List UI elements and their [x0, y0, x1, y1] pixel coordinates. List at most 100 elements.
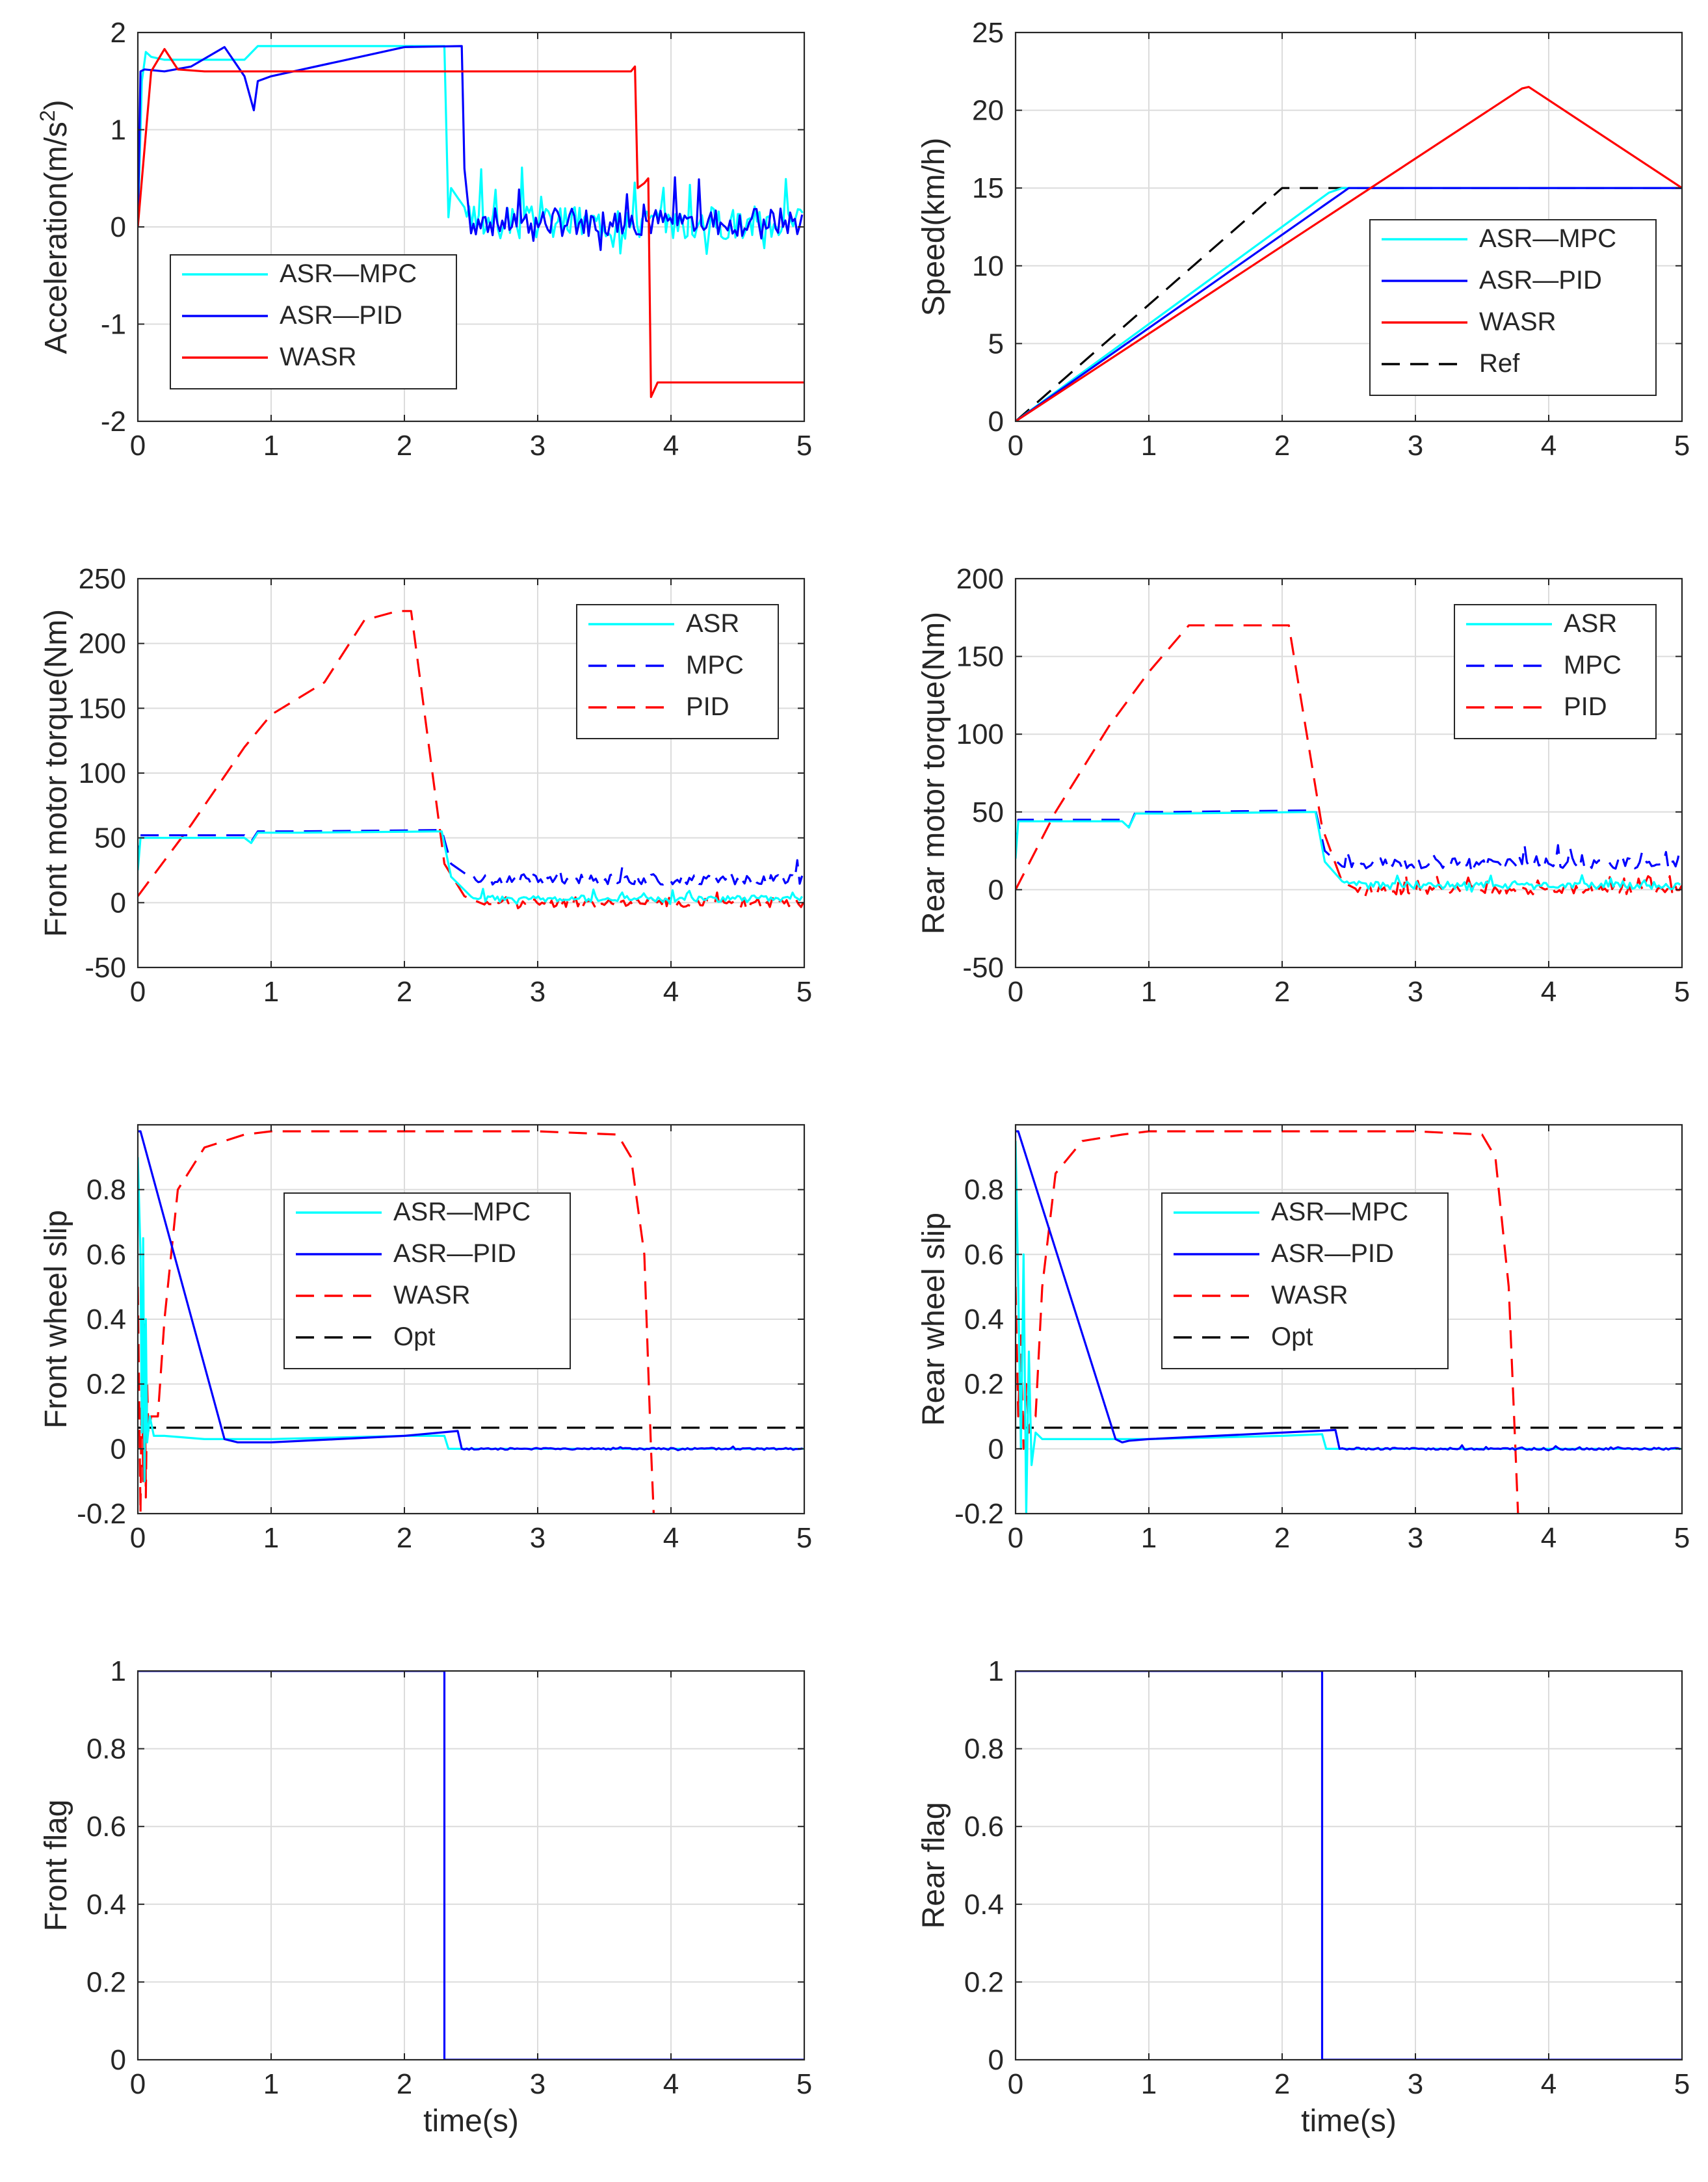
series-line-asr — [1016, 811, 1681, 893]
tick-label-x: 1 — [1141, 976, 1157, 1008]
x-axis-label: time(s) — [1301, 2104, 1397, 2138]
legend-box — [1369, 219, 1657, 396]
tick-label-x: 3 — [530, 430, 545, 462]
series-line-asrmpc — [1016, 1140, 1682, 1514]
tick-label-x: 5 — [1674, 430, 1690, 462]
tick-label-y: 200 — [956, 563, 1004, 595]
tick-label-x: 2 — [1274, 976, 1290, 1008]
y-axis-label: Rear motor torque(Nm) — [917, 612, 951, 934]
tick-label-x: 3 — [530, 976, 545, 1008]
axes-box — [1014, 1670, 1683, 2061]
series-group — [1016, 1671, 1682, 2060]
tick-label-x: 2 — [397, 1522, 412, 1554]
series-line-wasr — [1016, 1130, 1519, 1514]
legend-label: WASR — [280, 343, 357, 371]
tick-label-y: 50 — [94, 822, 126, 854]
tick-label-y: -50 — [962, 952, 1004, 984]
tick-label-x: 5 — [1674, 2068, 1690, 2100]
tick-label-x: 2 — [1274, 1522, 1290, 1554]
tick-label-y: 0 — [988, 1433, 1004, 1465]
axes-box — [1014, 31, 1683, 423]
tick-label-y: 100 — [956, 718, 1004, 750]
tick-label-y: 2 — [111, 17, 126, 49]
chart-acc: 0 1 2 3 4 5-2-1012Acceleration(m/s2)ASR—MPCAS… — [36, 17, 812, 462]
tick-label-x: 0 — [1008, 430, 1023, 462]
tick-label-x: 3 — [530, 1522, 545, 1554]
series-line-wasr — [138, 1130, 655, 1514]
y-axis-label: Rear flag — [917, 1802, 951, 1929]
y-axis-label: Front wheel slip — [39, 1210, 73, 1428]
series-line-flag — [138, 1671, 804, 2060]
series-group — [138, 610, 804, 912]
tick-label-x: 4 — [663, 1522, 679, 1554]
tick-label-x: 4 — [1541, 430, 1557, 462]
series-group — [1016, 1130, 1682, 1514]
y-axis-label: Speed(km/h) — [917, 138, 951, 317]
tick-label-y: 0 — [988, 2044, 1004, 2076]
series-line-asr — [138, 830, 804, 905]
legend-box — [1161, 1192, 1449, 1369]
tick-label-y: 25 — [972, 17, 1004, 49]
tick-label-y: 200 — [79, 628, 126, 660]
legend-label: Opt — [393, 1322, 435, 1351]
series-line-ref — [1016, 187, 1682, 421]
tick-label-x: 4 — [663, 2068, 679, 2100]
legend-box — [1454, 604, 1657, 739]
tick-label-x: 5 — [796, 430, 812, 462]
legend-label: WASR — [1479, 308, 1557, 336]
tick-label-y: 0.6 — [86, 1811, 126, 1843]
tick-label-x: 5 — [1674, 976, 1690, 1008]
tick-label-y: 0 — [988, 406, 1004, 438]
series-line-mpc — [1016, 809, 1682, 874]
tick-label-x: 2 — [397, 430, 412, 462]
legend-label: MPC — [686, 651, 744, 679]
tick-label-y: -2 — [101, 406, 126, 438]
tick-label-x: 1 — [1141, 2068, 1157, 2100]
series-line-mpc — [138, 829, 804, 886]
tick-label-y: 0 — [111, 2044, 126, 2076]
tick-label-y: 50 — [972, 796, 1004, 828]
tick-label-y: 150 — [956, 641, 1004, 673]
y-axis-label-superscript: 2 — [36, 110, 59, 122]
y-axis-label-main: Acceleration(m/s — [39, 122, 73, 354]
tick-label-x: 0 — [1008, 2068, 1023, 2100]
tick-label-x: 5 — [796, 1522, 812, 1554]
legend-label: ASR — [686, 609, 739, 638]
tick-label-x: 2 — [1274, 430, 1290, 462]
tick-label-y: -0.2 — [77, 1498, 126, 1530]
tick-label-x: 3 — [1408, 430, 1423, 462]
tick-label-y: 0 — [111, 887, 126, 919]
legend: ASR MPC PID — [576, 604, 779, 739]
series-line-flag — [1016, 1671, 1682, 2060]
legend-label: ASR—MPC — [393, 1198, 531, 1226]
tick-label-x: 0 — [130, 430, 146, 462]
legend-label: ASR—PID — [393, 1239, 516, 1268]
axes-box — [1014, 577, 1683, 969]
series-line-asrpid — [1016, 1130, 1681, 1452]
series-line-wasr — [138, 47, 804, 399]
tick-label-y: 0.2 — [964, 1966, 1004, 1998]
tick-label-y: 0.8 — [964, 1174, 1004, 1206]
tick-label-y: 150 — [79, 692, 126, 724]
y-axis-label-end: ) — [39, 99, 73, 110]
y-axis-label: Acceleration(m/s2) — [36, 99, 73, 354]
tick-label-y: 0.8 — [964, 1733, 1004, 1765]
series-line-asrmpc — [138, 1157, 804, 1482]
tick-label-x: 3 — [1408, 1522, 1423, 1554]
series-line-asrpid — [138, 1130, 803, 1452]
legend-label: ASR—MPC — [280, 259, 417, 288]
series-group — [138, 1671, 804, 2060]
tick-label-x: 5 — [796, 976, 812, 1008]
legend-label: ASR—PID — [1271, 1239, 1394, 1268]
y-axis-label: Rear wheel slip — [917, 1213, 951, 1426]
tick-label-y: 0.4 — [964, 1889, 1004, 1921]
tick-label-y: 0 — [988, 874, 1004, 906]
legend-box — [283, 1192, 571, 1369]
tick-label-x: 5 — [1674, 1522, 1690, 1554]
tick-label-x: 2 — [1274, 2068, 1290, 2100]
plot-area — [138, 1671, 804, 2060]
tick-label-x: 1 — [263, 1522, 279, 1554]
